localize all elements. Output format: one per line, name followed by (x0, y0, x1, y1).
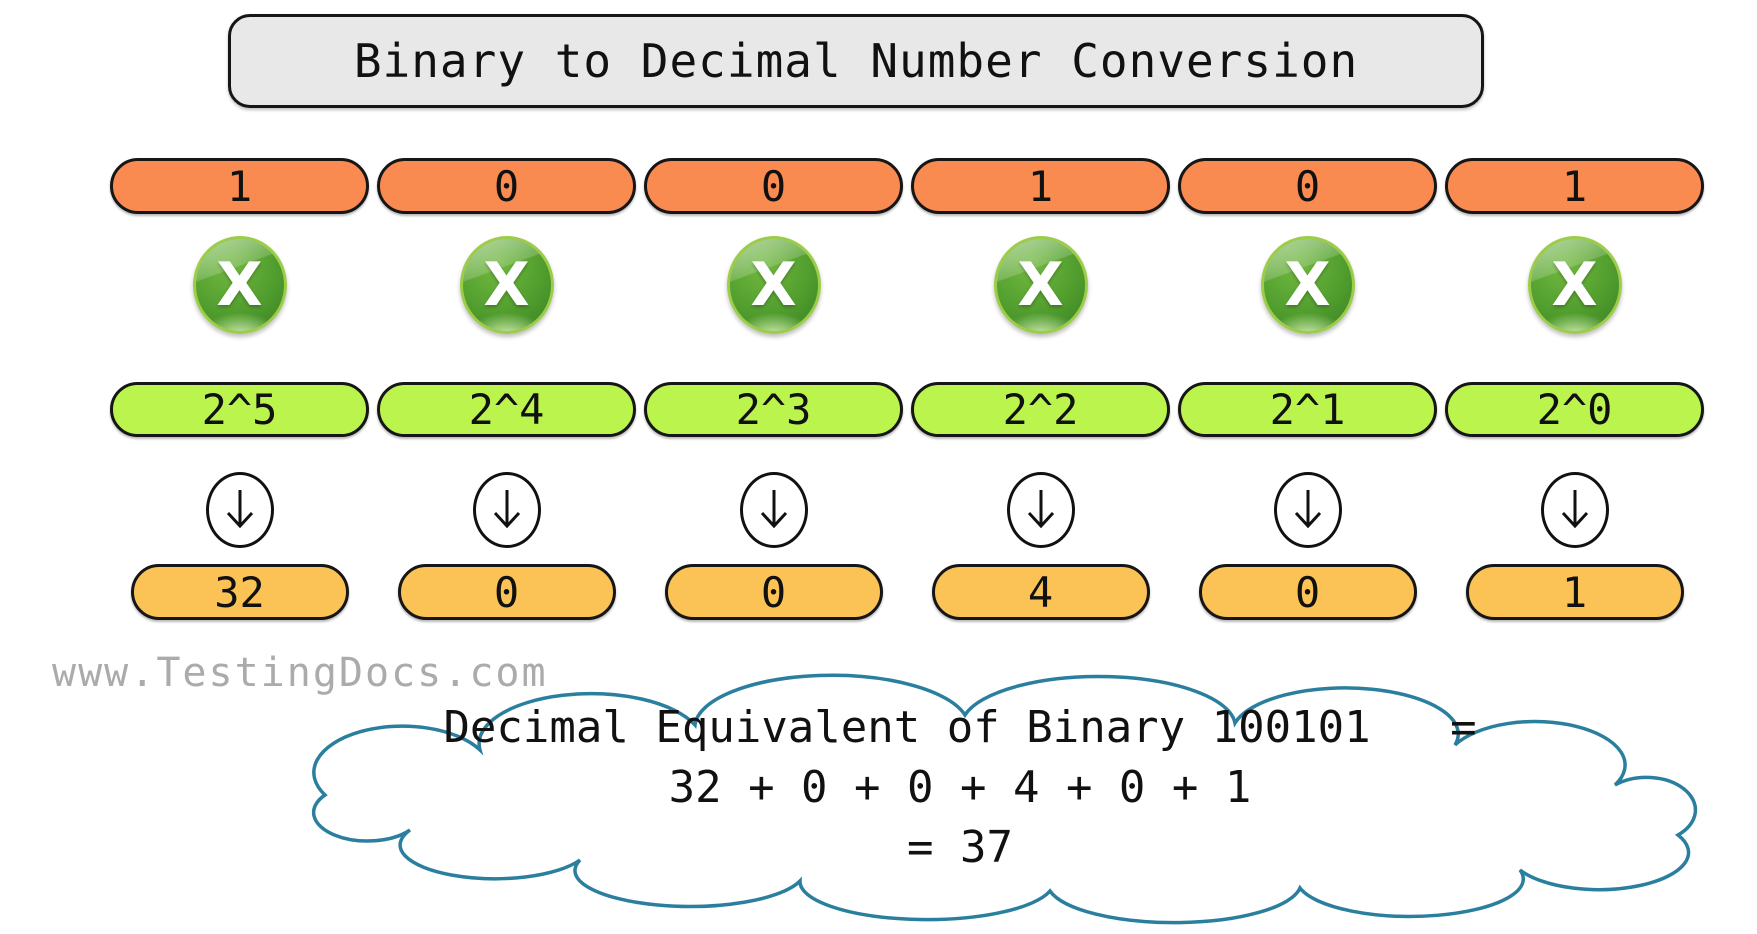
product-pill: 0 (1198, 564, 1417, 620)
product-value: 4 (1027, 567, 1054, 617)
down-arrow-icon (1273, 472, 1342, 548)
down-arrow-glyph (1561, 490, 1588, 529)
multiply-x-glyph: X (750, 250, 797, 320)
power-of-two-pill: 2^3 (644, 382, 903, 437)
multiply-x-glyph: X (1017, 250, 1064, 320)
product-pill: 4 (931, 564, 1150, 620)
product-value: 0 (760, 567, 787, 617)
power-of-two-pill: 2^1 (1178, 382, 1437, 437)
diagram-title: Binary to Decimal Number Conversion (228, 14, 1484, 108)
down-arrow-icon (1540, 472, 1609, 548)
binary-digit: 0 (1294, 161, 1321, 211)
watermark-text: www.TestingDocs.com (52, 650, 548, 696)
down-arrow-glyph (226, 490, 253, 529)
multiply-x-glyph: X (1284, 250, 1331, 320)
conversion-column-1: 1 X 2^5 32 (110, 0, 369, 700)
product-pill: 0 (397, 564, 616, 620)
multiply-icon: X (192, 236, 287, 334)
product-value: 0 (493, 567, 520, 617)
product-value: 1 (1561, 567, 1588, 617)
conversion-column-5: 0 X 2^1 0 (1178, 0, 1437, 700)
down-arrow-glyph (760, 490, 787, 529)
callout-line-2: 32 + 0 + 0 + 4 + 0 + 1 (668, 762, 1252, 813)
binary-digit-pill: 1 (1445, 158, 1704, 214)
binary-digit-pill: 1 (110, 158, 369, 214)
power-of-two-pill: 2^0 (1445, 382, 1704, 437)
callout-line-3: = 37 (907, 822, 1013, 873)
multiply-icon: X (1260, 236, 1355, 334)
diagram-title-text: Binary to Decimal Number Conversion (353, 34, 1359, 88)
multiply-icon: X (993, 236, 1088, 334)
product-pill: 32 (130, 564, 349, 620)
multiply-x-glyph: X (1551, 250, 1598, 320)
binary-digit: 1 (1027, 161, 1054, 211)
cloud-callout-text: Decimal Equivalent of Binary 100101 = 32… (250, 698, 1670, 878)
cloud-callout-shape (311, 673, 1698, 925)
down-arrow-glyph (1294, 490, 1321, 529)
power-of-two: 2^2 (1002, 385, 1079, 434)
multiply-icon: X (726, 236, 821, 334)
binary-digit-pill: 0 (377, 158, 636, 214)
down-arrow-glyph (493, 490, 520, 529)
power-of-two: 2^5 (201, 385, 278, 434)
conversion-column-2: 0 X 2^4 0 (377, 0, 636, 700)
conversion-column-4: 1 X 2^2 4 (911, 0, 1170, 700)
conversion-column-3: 0 X 2^3 0 (644, 0, 903, 700)
multiply-icon: X (1527, 236, 1622, 334)
multiply-x-glyph: X (483, 250, 530, 320)
binary-digit-pill: 1 (911, 158, 1170, 214)
binary-digit: 1 (1561, 161, 1588, 211)
down-arrow-icon (1006, 472, 1075, 548)
product-pill: 1 (1465, 564, 1684, 620)
down-arrow-icon (205, 472, 274, 548)
power-of-two-pill: 2^4 (377, 382, 636, 437)
down-arrow-icon (739, 472, 808, 548)
multiply-icon: X (459, 236, 554, 334)
binary-digit-pill: 0 (644, 158, 903, 214)
binary-digit: 0 (760, 161, 787, 211)
down-arrow-icon (472, 472, 541, 548)
product-pill: 0 (664, 564, 883, 620)
callout-line-1: Decimal Equivalent of Binary 100101 = (443, 702, 1477, 753)
power-of-two-pill: 2^5 (110, 382, 369, 437)
power-of-two-pill: 2^2 (911, 382, 1170, 437)
power-of-two: 2^3 (735, 385, 812, 434)
power-of-two: 2^0 (1536, 385, 1613, 434)
conversion-column-6: 1 X 2^0 1 (1445, 0, 1704, 700)
product-value: 32 (214, 567, 265, 617)
binary-digit: 0 (493, 161, 520, 211)
multiply-x-glyph: X (216, 250, 263, 320)
binary-digit-pill: 0 (1178, 158, 1437, 214)
product-value: 0 (1294, 567, 1321, 617)
power-of-two: 2^4 (468, 385, 545, 434)
power-of-two: 2^1 (1269, 385, 1346, 434)
binary-digit: 1 (226, 161, 253, 211)
down-arrow-glyph (1027, 490, 1054, 529)
